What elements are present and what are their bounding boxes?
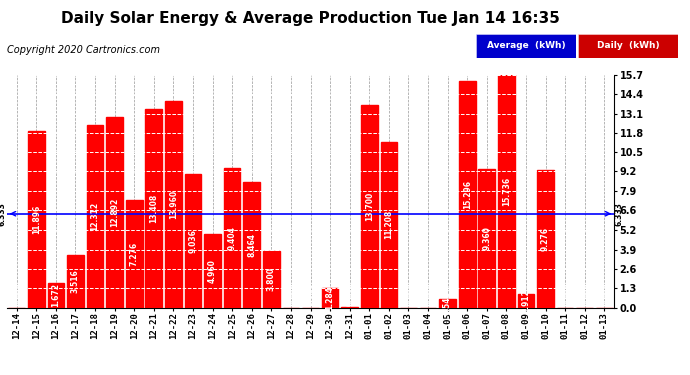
Bar <box>498 75 515 308</box>
Bar <box>126 200 143 308</box>
Text: 12.892: 12.892 <box>110 197 119 226</box>
Bar <box>263 251 279 308</box>
Bar <box>146 109 162 307</box>
Text: 0.000: 0.000 <box>561 282 570 306</box>
Text: 9.276: 9.276 <box>541 227 550 251</box>
Text: Daily Solar Energy & Average Production Tue Jan 14 16:35: Daily Solar Energy & Average Production … <box>61 11 560 26</box>
Text: 13.408: 13.408 <box>149 194 158 223</box>
Bar <box>67 255 83 308</box>
Text: 11.208: 11.208 <box>384 210 393 239</box>
Text: 9.404: 9.404 <box>228 226 237 250</box>
Text: 0.000: 0.000 <box>286 282 295 306</box>
Bar <box>185 174 201 308</box>
Bar <box>106 117 123 308</box>
Text: 0.548: 0.548 <box>443 291 452 315</box>
Text: 9.360: 9.360 <box>482 226 491 250</box>
Bar <box>28 131 45 308</box>
Text: 0.000: 0.000 <box>600 282 609 306</box>
Text: 0.912: 0.912 <box>522 289 531 313</box>
Text: 12.312: 12.312 <box>90 202 99 231</box>
Text: 0.000: 0.000 <box>424 282 433 306</box>
Bar <box>380 141 397 308</box>
Bar <box>518 294 534 307</box>
Bar <box>361 105 377 308</box>
Text: 1.284: 1.284 <box>326 286 335 310</box>
Bar <box>87 125 104 308</box>
Bar <box>244 182 260 308</box>
Text: 8.464: 8.464 <box>247 233 256 257</box>
Text: 0.000: 0.000 <box>306 282 315 306</box>
Text: 0.016: 0.016 <box>345 282 354 306</box>
Text: 1.672: 1.672 <box>51 283 60 307</box>
Text: 15.296: 15.296 <box>463 180 472 209</box>
Text: 6.333: 6.333 <box>0 202 6 226</box>
Text: 9.036: 9.036 <box>188 229 197 252</box>
Bar <box>478 169 495 308</box>
Text: Copyright 2020 Cartronics.com: Copyright 2020 Cartronics.com <box>7 45 160 55</box>
Text: 11.896: 11.896 <box>32 205 41 234</box>
Text: 13.700: 13.700 <box>365 191 374 220</box>
Text: 6.333: 6.333 <box>615 202 624 226</box>
Text: 0.000: 0.000 <box>580 282 589 306</box>
Text: 0.000: 0.000 <box>12 282 21 306</box>
Text: 3.800: 3.800 <box>267 267 276 291</box>
Bar <box>204 234 221 308</box>
Bar <box>322 288 338 308</box>
Bar <box>440 299 456 307</box>
Text: 3.516: 3.516 <box>71 270 80 293</box>
Text: 4.960: 4.960 <box>208 259 217 283</box>
Text: 0.000: 0.000 <box>404 282 413 306</box>
Text: 13.960: 13.960 <box>169 190 178 219</box>
Bar <box>48 283 64 308</box>
Bar <box>459 81 475 308</box>
Text: Average  (kWh): Average (kWh) <box>487 42 565 51</box>
Bar <box>538 170 554 308</box>
Text: 15.736: 15.736 <box>502 176 511 206</box>
Bar <box>165 101 181 308</box>
Text: Daily  (kWh): Daily (kWh) <box>597 42 660 51</box>
Text: 7.276: 7.276 <box>130 242 139 266</box>
Bar <box>224 168 241 308</box>
